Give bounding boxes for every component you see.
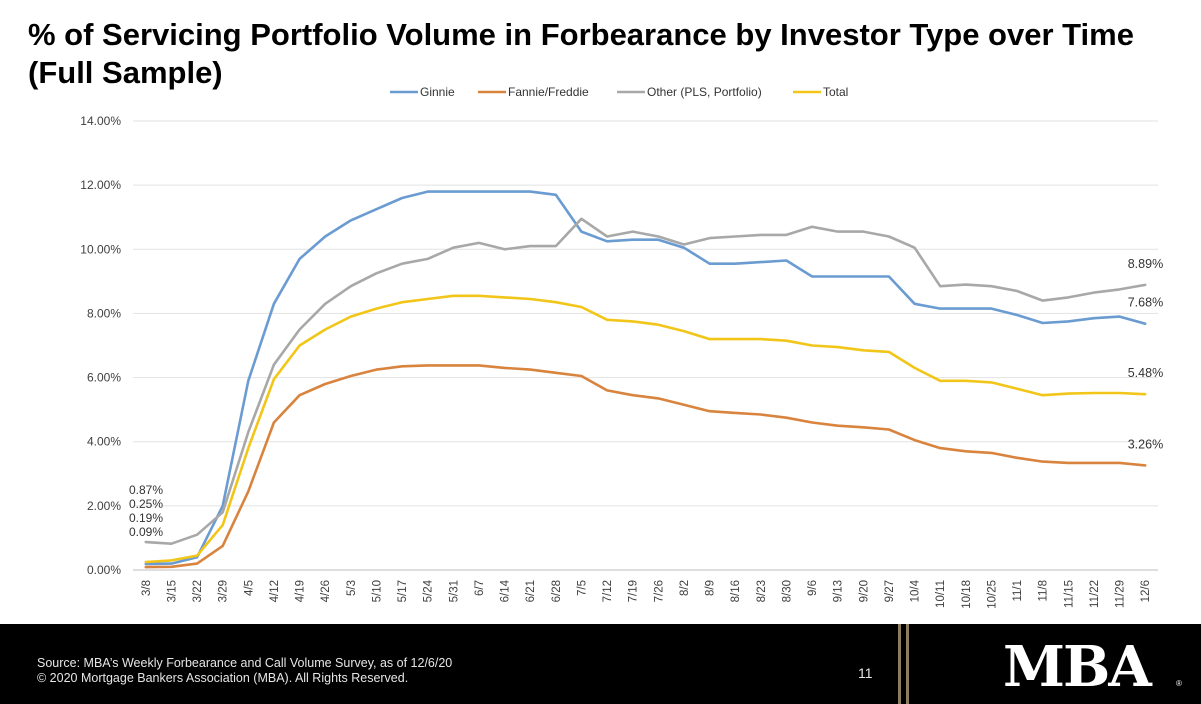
footer-bar: Source: MBA’s Weekly Forbearance and Cal…	[0, 624, 1201, 704]
x-tick-label: 9/20	[858, 580, 870, 602]
footer-divider	[898, 624, 901, 704]
x-tick-label: 4/19	[295, 580, 307, 602]
x-tick-label: 11/15	[1063, 580, 1075, 608]
y-tick-label: 10.00%	[80, 242, 121, 256]
x-tick-label: 9/13	[833, 580, 845, 602]
x-tick-label: 3/15	[166, 580, 178, 602]
x-tick-label: 9/27	[884, 580, 896, 602]
x-tick-label: 4/26	[320, 580, 332, 602]
x-tick-label: 11/22	[1089, 580, 1101, 608]
page-number: 11	[858, 665, 873, 681]
x-tick-label: 8/30	[781, 580, 793, 602]
page-title: % of Servicing Portfolio Volume in Forbe…	[28, 17, 1134, 90]
x-tick-label: 10/4	[910, 579, 922, 602]
x-tick-label: 11/29	[1115, 580, 1127, 608]
x-tick-label: 7/5	[576, 580, 588, 596]
start-value-label: 0.09%	[129, 525, 163, 539]
x-tick-label: 8/16	[730, 580, 742, 602]
footer-divider	[906, 624, 909, 704]
forbearance-line-chart: 0.00% 2.00% 4.00% 6.00% 8.00% 10.00% 12.00% 14.…	[80, 85, 1163, 609]
x-tick-label: 10/25	[986, 580, 998, 609]
x-tick-label: 7/12	[602, 580, 614, 602]
x-tick-label: 5/24	[423, 579, 435, 602]
series-line-fannie-freddie	[144, 364, 1147, 569]
footer-text: Source: MBA’s Weekly Forbearance and Cal…	[37, 656, 452, 686]
start-value-label: 0.87%	[129, 483, 163, 497]
y-tick-label: 8.00%	[87, 306, 121, 320]
x-tick-label: 5/10	[371, 580, 383, 602]
x-tick-label: 3/8	[141, 580, 153, 596]
x-tick-label: 8/2	[679, 580, 691, 596]
y-tick-label: 2.00%	[87, 499, 121, 513]
x-tick-label: 6/14	[500, 579, 512, 602]
legend-label: Other (PLS, Portfolio)	[647, 85, 762, 99]
y-tick-label: 12.00%	[80, 178, 121, 192]
end-value-label: 5.48%	[1128, 366, 1163, 380]
x-tick-label: 12/6	[1140, 580, 1152, 602]
x-tick-label: 11/1	[1012, 580, 1024, 602]
start-value-label: 0.19%	[129, 511, 163, 525]
registered-mark: ®	[1176, 679, 1182, 688]
series-line-total	[144, 294, 1147, 564]
series-line-other-pls-portfolio	[144, 217, 1147, 546]
x-tick-label: 7/26	[653, 580, 665, 602]
x-tick-label: 5/3	[346, 580, 358, 596]
x-tick-label: 4/12	[269, 580, 281, 602]
x-tick-label: 11/8	[1038, 580, 1050, 602]
x-tick-label: 8/9	[705, 580, 717, 596]
x-tick-label: 9/6	[807, 580, 819, 596]
x-tick-label: 8/23	[756, 580, 768, 602]
x-tick-label: 5/31	[448, 580, 460, 602]
legend-label: Fannie/Freddie	[508, 85, 589, 99]
source-note: Source: MBA’s Weekly Forbearance and Cal…	[37, 656, 453, 670]
y-tick-label: 4.00%	[87, 435, 121, 449]
x-tick-label: 4/5	[243, 580, 255, 596]
end-value-label: 8.89%	[1128, 257, 1163, 271]
end-value-label: 3.26%	[1128, 437, 1163, 451]
x-tick-label: 5/17	[397, 580, 409, 602]
x-tick-label: 3/29	[218, 580, 230, 602]
series-line-ginnie	[144, 190, 1147, 566]
mba-logo: MBA	[1003, 634, 1152, 700]
legend-label: Total	[823, 85, 848, 99]
legend-label: Ginnie	[420, 85, 455, 99]
start-value-label: 0.25%	[129, 497, 163, 511]
end-value-label: 7.68%	[1128, 296, 1163, 310]
x-tick-label: 6/7	[474, 580, 486, 596]
x-tick-label: 10/11	[935, 580, 947, 608]
x-tick-label: 3/22	[192, 580, 204, 602]
y-tick-label: 6.00%	[87, 371, 121, 385]
copyright-note: © 2020 Mortgage Bankers Association (MBA…	[37, 671, 409, 685]
y-tick-label: 14.00%	[80, 114, 121, 128]
x-tick-label: 6/21	[525, 580, 537, 602]
x-tick-label: 6/28	[551, 580, 563, 602]
x-tick-label: 7/19	[628, 580, 640, 602]
y-tick-label: 0.00%	[87, 563, 121, 577]
x-tick-label: 10/18	[961, 580, 973, 609]
